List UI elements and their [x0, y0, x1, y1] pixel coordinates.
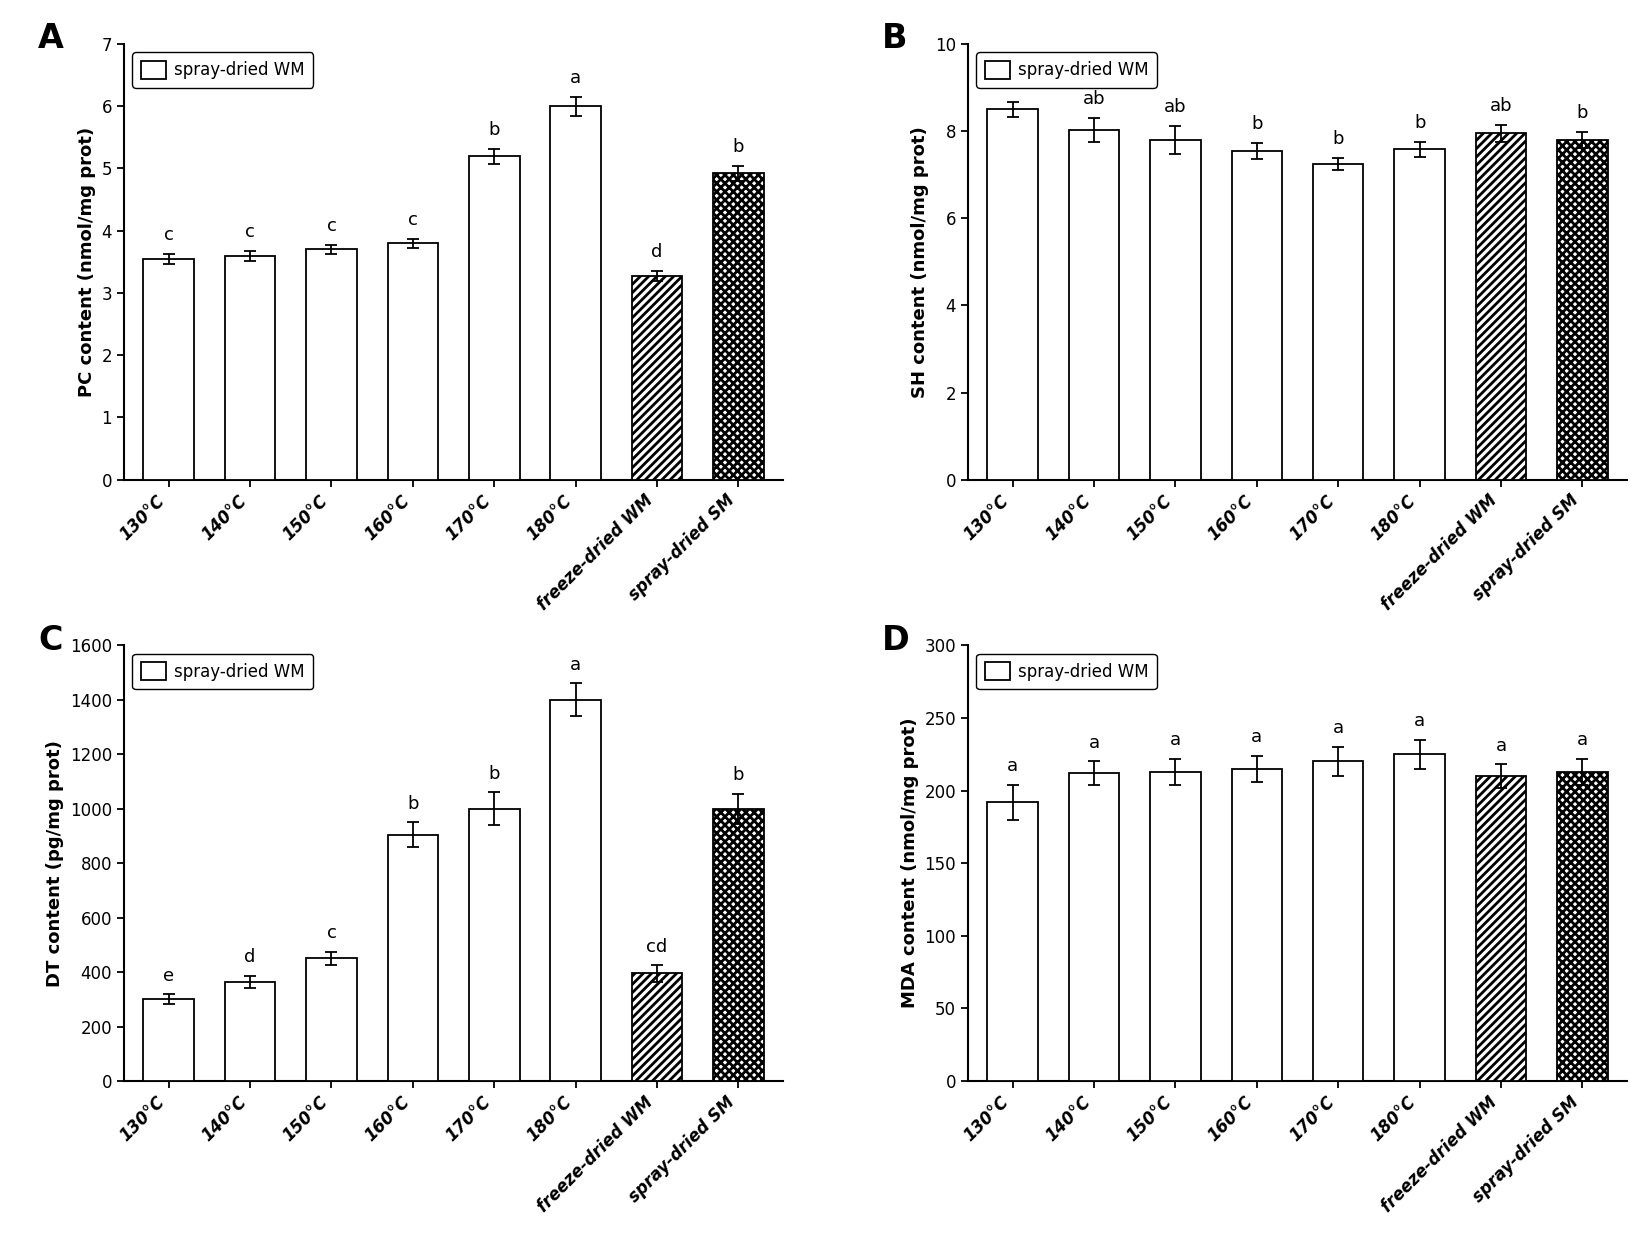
Text: a: a — [570, 69, 582, 87]
Bar — [1069, 131, 1120, 480]
Bar — [1475, 776, 1526, 1081]
Bar — [1232, 769, 1282, 1081]
Bar — [988, 802, 1037, 1081]
Text: b: b — [489, 764, 501, 783]
Text: c: c — [327, 217, 337, 235]
Bar — [1475, 133, 1526, 480]
Bar — [1232, 151, 1282, 480]
Legend: spray-dried WM: spray-dried WM — [132, 654, 312, 689]
Bar — [469, 156, 519, 480]
Text: d: d — [651, 243, 662, 261]
Bar — [1558, 140, 1607, 480]
Text: a: a — [1008, 757, 1018, 776]
Text: c: c — [164, 226, 173, 244]
Text: C: C — [38, 623, 63, 656]
Y-axis label: SH content (nmol/mg prot): SH content (nmol/mg prot) — [912, 126, 930, 397]
Text: b: b — [1414, 114, 1426, 132]
Bar — [388, 243, 438, 480]
Text: a: a — [1578, 732, 1588, 749]
Text: b: b — [1333, 131, 1345, 148]
Bar — [306, 249, 357, 480]
Text: ab: ab — [1490, 97, 1512, 116]
Text: a: a — [1333, 719, 1343, 738]
Bar — [714, 808, 763, 1081]
Bar — [988, 109, 1037, 480]
Text: b: b — [1251, 116, 1262, 133]
Bar — [631, 973, 682, 1081]
Legend: spray-dried WM: spray-dried WM — [976, 53, 1156, 88]
Bar — [1313, 762, 1363, 1081]
Text: b: b — [489, 121, 501, 140]
Text: b: b — [733, 138, 745, 156]
Text: c: c — [244, 222, 254, 241]
Bar — [1150, 140, 1201, 480]
Y-axis label: MDA content (nmol/mg prot): MDA content (nmol/mg prot) — [900, 718, 919, 1008]
Bar — [144, 259, 193, 480]
Text: b: b — [733, 766, 745, 784]
Text: a: a — [570, 656, 582, 674]
Y-axis label: DT content (pg/mg prot): DT content (pg/mg prot) — [46, 739, 64, 987]
Text: a: a — [1495, 737, 1507, 754]
Bar — [225, 982, 276, 1081]
Text: a: a — [1414, 713, 1426, 730]
Bar — [306, 959, 357, 1081]
Text: A: A — [38, 23, 64, 55]
Text: cd: cd — [646, 938, 667, 955]
Text: D: D — [882, 623, 910, 656]
Text: c: c — [327, 924, 337, 941]
Bar — [550, 107, 601, 480]
Text: b: b — [1576, 104, 1588, 122]
Bar — [1313, 163, 1363, 480]
Text: d: d — [244, 948, 256, 967]
Bar — [1558, 772, 1607, 1081]
Text: ab: ab — [1165, 98, 1186, 117]
Bar — [144, 999, 193, 1081]
Bar — [1394, 754, 1446, 1081]
Text: a: a — [1008, 74, 1018, 92]
Bar — [388, 835, 438, 1081]
Bar — [714, 173, 763, 480]
Text: b: b — [406, 794, 418, 813]
Bar — [1069, 773, 1120, 1081]
Legend: spray-dried WM: spray-dried WM — [132, 53, 312, 88]
Text: c: c — [408, 211, 418, 229]
Y-axis label: PC content (nmol/mg prot): PC content (nmol/mg prot) — [78, 127, 96, 397]
Bar — [1394, 150, 1446, 480]
Text: a: a — [1089, 734, 1100, 752]
Text: ab: ab — [1082, 91, 1105, 108]
Text: a: a — [1170, 732, 1181, 749]
Bar — [225, 255, 276, 480]
Text: B: B — [882, 23, 907, 55]
Bar — [469, 808, 519, 1081]
Text: a: a — [1251, 728, 1262, 747]
Bar — [550, 700, 601, 1081]
Legend: spray-dried WM: spray-dried WM — [976, 654, 1156, 689]
Bar — [1150, 772, 1201, 1081]
Bar — [631, 275, 682, 480]
Text: e: e — [164, 967, 173, 984]
